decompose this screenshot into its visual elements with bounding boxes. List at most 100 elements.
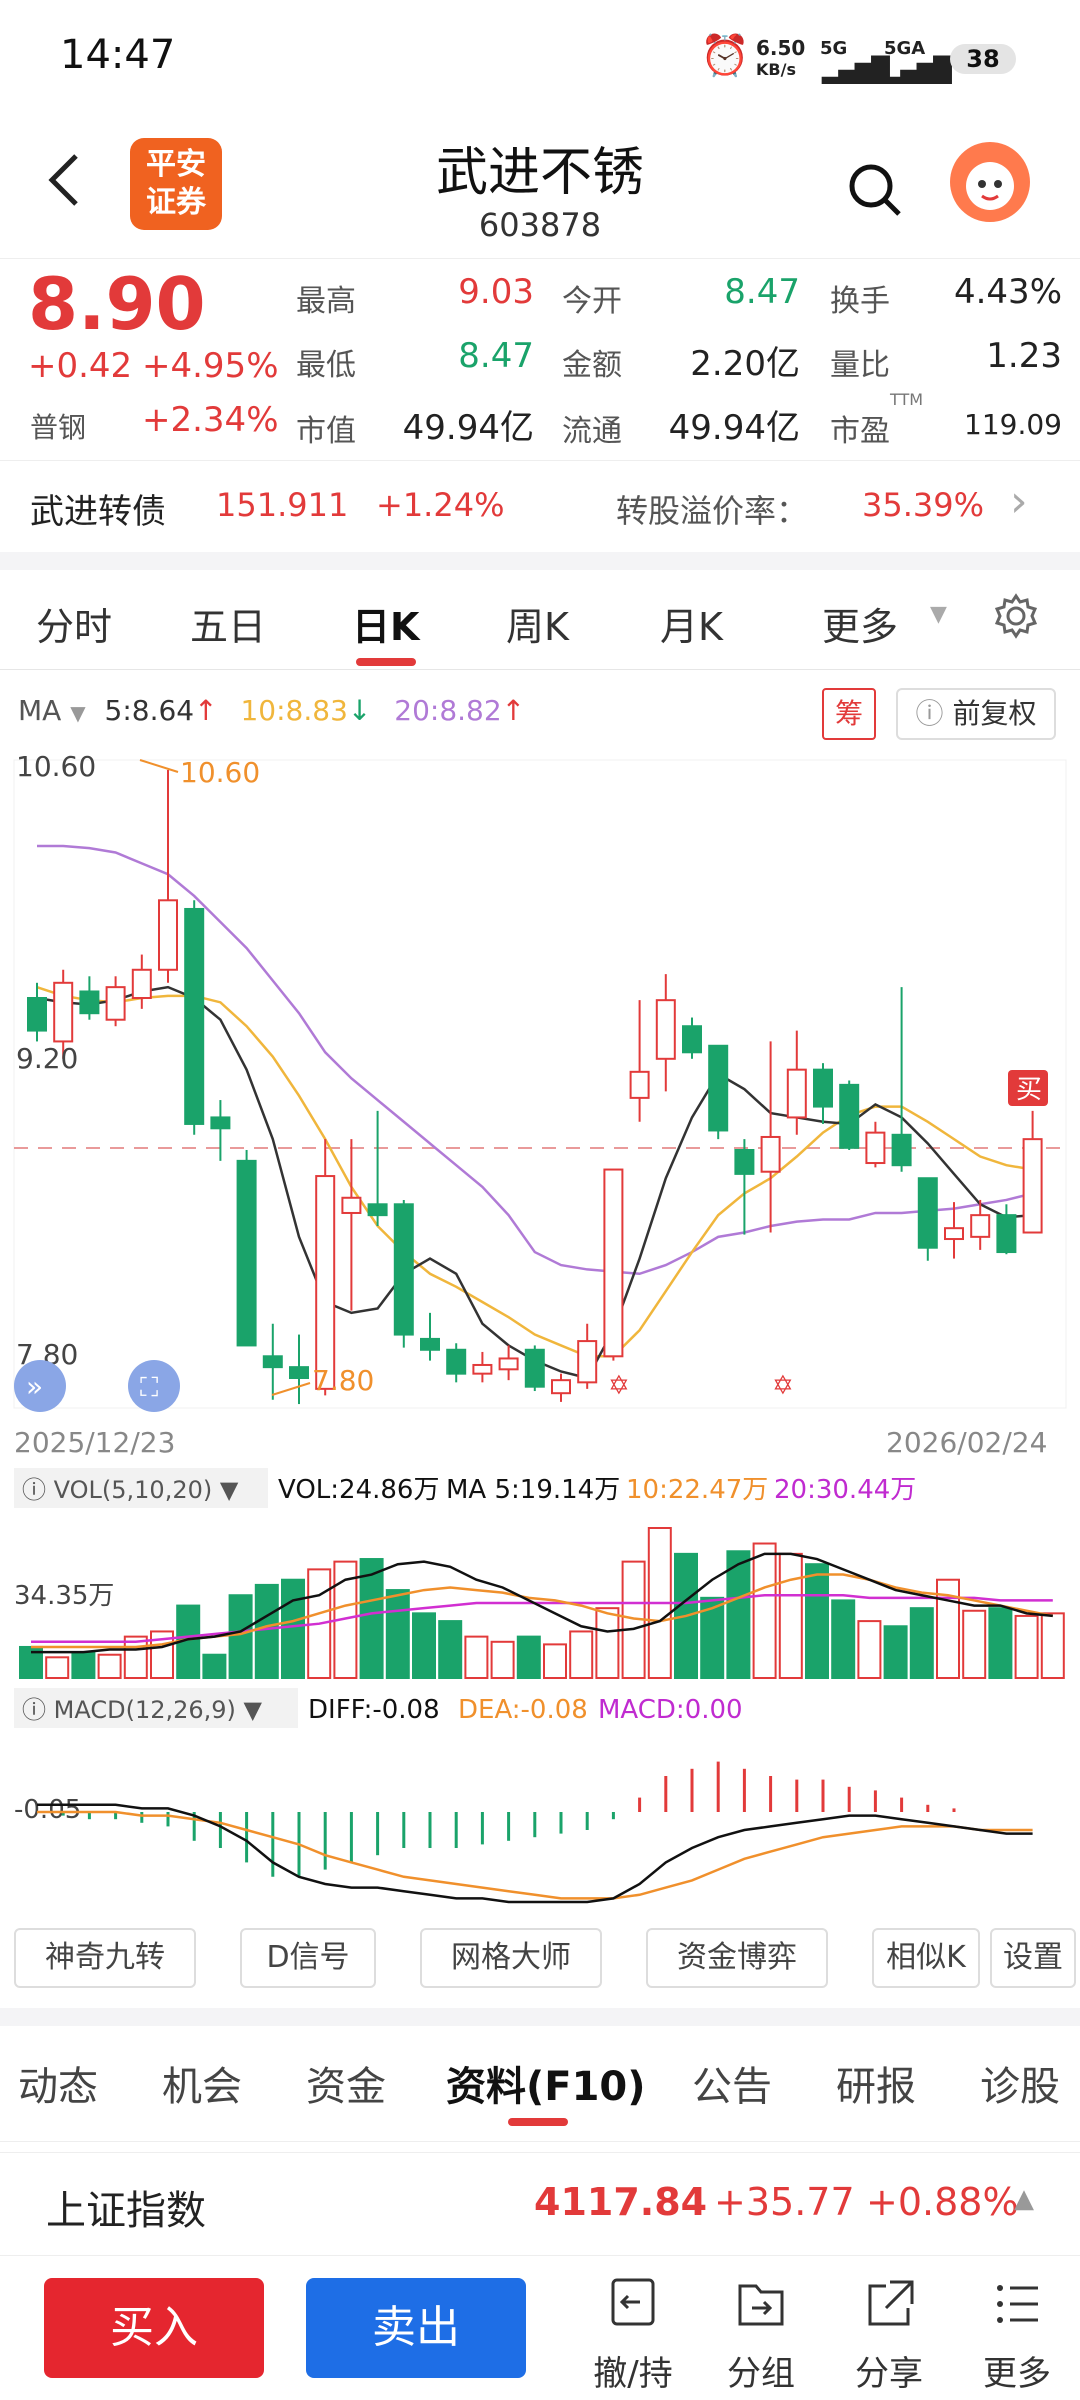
status-bar: 14:47 ⏰ 6.50 KB/s 5G ▂▄▆█ 5GA ▂▄▆█ 38 xyxy=(0,0,1080,110)
turnover-label: 换手 xyxy=(830,284,890,319)
chevron-left-icon xyxy=(48,154,78,206)
fullscreen-icon[interactable] xyxy=(128,1360,180,1412)
candle-body xyxy=(341,1196,362,1214)
tab-research[interactable]: 研报 xyxy=(836,2064,916,2110)
volume-bars xyxy=(19,1527,1065,1680)
tool-similar-k[interactable]: 相似K xyxy=(872,1928,980,1988)
sector-change[interactable]: +2.34% xyxy=(142,400,279,440)
volume-bar xyxy=(1040,1612,1065,1680)
gear-icon[interactable] xyxy=(992,592,1040,644)
convertible-bond-row[interactable] xyxy=(0,460,1080,552)
buy-button[interactable]: 买入 xyxy=(44,2278,264,2378)
candle-body xyxy=(734,1149,755,1175)
back-button[interactable] xyxy=(44,150,94,220)
vol-legend-box[interactable] xyxy=(14,1468,268,1508)
y-axis-mid: 9.20 xyxy=(16,1042,78,1075)
tab-intraday[interactable]: 分时 xyxy=(36,605,113,649)
candle-body xyxy=(970,1214,991,1238)
tab-announcements[interactable]: 公告 xyxy=(692,2064,772,2110)
amount-value: 2.20亿 xyxy=(690,344,800,384)
tab-weekly-k[interactable]: 周K xyxy=(506,605,569,649)
last-price: 8.90 xyxy=(28,262,206,346)
tab-opportunity[interactable]: 机会 xyxy=(162,2064,242,2110)
chip-distribution-button[interactable]: 筹 xyxy=(822,688,876,740)
tab-news[interactable]: 动态 xyxy=(18,2064,98,2110)
ma5-value: 5:8.64 xyxy=(104,694,195,727)
star-signal-icon: ✡ xyxy=(608,1371,630,1401)
macd-value: MACD:0.00 xyxy=(598,1695,743,1725)
chevron-right-icon[interactable]: › xyxy=(1010,476,1028,527)
high-label: 最高 xyxy=(296,284,356,319)
kline-chart[interactable]: 10.60 9.20 7.80 10.60 7.80 买 ✡ ✡ » ⛶ 202… xyxy=(0,740,1080,1920)
candle-body xyxy=(708,1044,729,1132)
high-value: 9.03 xyxy=(458,272,534,312)
macd-axis-label: -0.05 xyxy=(14,1795,81,1825)
y-axis-top: 10.60 xyxy=(16,750,96,783)
tool-magic-nine[interactable]: 神奇九转 xyxy=(14,1928,196,1988)
tool-settings[interactable]: 设置 xyxy=(990,1928,1076,1988)
ma-legend[interactable]: MA ▼ 5:8.64↑ 10:8.83↓ 20:8.82↑ xyxy=(18,694,525,727)
index-ticker[interactable] xyxy=(0,2152,1080,2256)
expand-icon[interactable] xyxy=(14,1360,66,1412)
macd-legend-box[interactable] xyxy=(14,1688,298,1728)
low-mark-line xyxy=(271,1382,311,1396)
tab-f10[interactable]: 资料(F10) xyxy=(446,2064,646,2110)
fullscreen-glyph: ⛶ xyxy=(140,1373,158,1403)
pe-ttm-sup: TTM xyxy=(890,390,924,409)
net-speed-value: 6.50 xyxy=(756,36,806,60)
tab-diagnosis[interactable]: 诊股 xyxy=(980,2064,1060,2110)
tab-more[interactable]: 更多 xyxy=(822,605,899,649)
share-button[interactable]: 分享 xyxy=(834,2272,944,2394)
ma20-arrow-icon: ↑ xyxy=(501,694,526,727)
price-adjust-button[interactable]: ⓘ 前复权 xyxy=(896,688,1056,740)
volume-bar xyxy=(595,1607,620,1680)
avatar[interactable] xyxy=(950,142,1030,222)
more-button[interactable]: 更多 xyxy=(962,2272,1072,2394)
volume-bar xyxy=(569,1630,594,1680)
volume-bar xyxy=(962,1609,987,1679)
candle-body xyxy=(655,999,676,1060)
tab-funds[interactable]: 资金 xyxy=(306,2064,386,2110)
section-gap xyxy=(0,552,1080,570)
vol-ma20: 20:30.44万 xyxy=(774,1475,916,1505)
tool-grid-master[interactable]: 网格大师 xyxy=(420,1928,602,1988)
info-tabs xyxy=(0,2026,1080,2142)
quote-panel xyxy=(0,258,1080,458)
tab-daily-k[interactable]: 日K xyxy=(352,605,420,649)
tab-monthly-k[interactable]: 月K xyxy=(660,605,723,649)
turnover-value: 4.43% xyxy=(953,272,1062,312)
candle-body xyxy=(813,1068,833,1108)
share-icon xyxy=(868,2280,914,2326)
candle-body xyxy=(27,997,47,1032)
caret-down-icon: ▼ xyxy=(930,602,947,627)
revoke-hold-label: 撤/持 xyxy=(593,2354,673,2394)
sector-name[interactable]: 普钢 xyxy=(30,411,87,444)
sell-button[interactable]: 卖出 xyxy=(306,2278,526,2378)
candle-body xyxy=(131,968,152,999)
volume-bar xyxy=(412,1612,436,1680)
index-change: +35.77 xyxy=(714,2180,855,2224)
macd-axis-value: 0.05 xyxy=(23,1795,81,1825)
candle-body xyxy=(917,1177,938,1249)
ma5-arrow-icon: ↑ xyxy=(194,694,218,727)
ma20-value: 20:8.82 xyxy=(394,694,502,727)
macd-legend-text: MACD(12,26,9) xyxy=(54,1696,236,1724)
volume-ma-lines xyxy=(31,1552,1054,1654)
volume-bar xyxy=(883,1625,908,1680)
vol-ma5-line xyxy=(31,1552,1053,1654)
group-button[interactable]: 分组 xyxy=(706,2272,816,2394)
vol-ma5: MA 5:19.14万 xyxy=(446,1475,620,1505)
search-icon[interactable] xyxy=(845,160,905,224)
broker-logo[interactable]: 平安 证券 xyxy=(130,138,222,230)
open-label: 今开 xyxy=(562,284,622,319)
tool-d-signal[interactable]: D信号 xyxy=(240,1928,376,1988)
revoke-hold-button[interactable]: 撤/持 xyxy=(578,2272,688,2394)
buy-signal-badge[interactable] xyxy=(1008,1070,1048,1106)
candle-body xyxy=(236,1159,257,1347)
tool-fund-game[interactable]: 资金博弈 xyxy=(646,1928,828,1988)
tab-five-day[interactable]: 五日 xyxy=(190,605,267,649)
candle-body xyxy=(420,1337,440,1351)
candle-body xyxy=(53,981,74,1043)
pe-label: 市盈 xyxy=(830,414,890,449)
caret-up-icon[interactable]: ▲ xyxy=(1014,2184,1034,2214)
